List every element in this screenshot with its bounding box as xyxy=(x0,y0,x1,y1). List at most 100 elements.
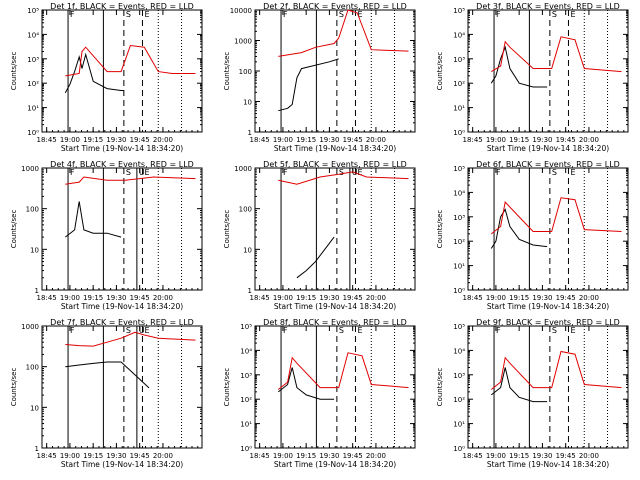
x-tick-label: 18:45 xyxy=(37,136,57,144)
marker-label-E: E xyxy=(144,168,149,177)
y-tick-label: 1 xyxy=(248,129,252,137)
x-tick-label: 19:15 xyxy=(83,136,103,144)
marker-label-F: F xyxy=(283,168,288,177)
x-axis-label: Start Time (19-Nov-14 18:34:20) xyxy=(61,302,183,311)
y-tick-label: 10² xyxy=(27,80,39,88)
series-line-events xyxy=(64,52,124,94)
x-tick-label: 20:00 xyxy=(579,136,599,144)
x-tick-label: 18:45 xyxy=(37,452,57,460)
y-tick-label: 1000 xyxy=(21,165,39,173)
y-tick-label: 10 xyxy=(30,246,39,254)
y-axis-label: Counts/sec xyxy=(436,210,444,249)
chart-panel-det7: Det 7f, BLACK = Events, RED = LLD 1 10 100 1… xyxy=(10,318,203,469)
x-tick-label: 19:15 xyxy=(509,136,529,144)
x-axis-label: Start Time (19-Nov-14 18:34:20) xyxy=(274,302,396,311)
chart-title: Det 7f, BLACK = Events, RED = LLD xyxy=(50,318,194,327)
y-tick-label: 10⁴ xyxy=(27,31,39,39)
x-tick-label: 18:45 xyxy=(463,136,483,144)
x-tick-label: 18:45 xyxy=(463,294,483,302)
x-tick-label: 20:00 xyxy=(153,136,173,144)
chart-panel-det3: Det 3f, BLACK = Events, RED = LLD 10⁰ 10¹ 1… xyxy=(436,2,629,153)
x-tick-label: 19:15 xyxy=(296,452,316,460)
y-axis-label: Counts/sec xyxy=(223,368,231,407)
x-tick-label: 20:00 xyxy=(153,294,173,302)
chart-panel-det9: Det 9f, BLACK = Events, RED = LLD 10⁰ 10¹ 1… xyxy=(436,318,629,469)
x-tick-label: 19:00 xyxy=(486,294,506,302)
marker-label-E: E xyxy=(570,10,575,19)
marker-label-U: U xyxy=(139,326,145,335)
y-tick-label: 10¹ xyxy=(453,105,465,113)
marker-label-F: F xyxy=(496,326,501,335)
y-tick-label: 10⁵ xyxy=(453,323,465,331)
y-tick-label: 10⁴ xyxy=(453,189,465,197)
x-tick-label: 19:45 xyxy=(343,294,363,302)
chart-panel-det2: Det 2f, BLACK = Events, RED = LLD 1 10 100 1… xyxy=(223,2,416,153)
series-line-events xyxy=(490,208,548,249)
y-tick-label: 10³ xyxy=(240,372,252,380)
x-tick-label: 20:00 xyxy=(366,294,386,302)
y-tick-label: 1 xyxy=(248,287,252,295)
x-tick-label: 18:45 xyxy=(463,452,483,460)
y-tick-label: 1 xyxy=(35,287,39,295)
plot-frame xyxy=(467,167,629,291)
y-tick-label: 10³ xyxy=(453,372,465,380)
x-tick-label: 19:00 xyxy=(60,136,80,144)
marker-label-F: F xyxy=(70,326,75,335)
x-tick-label: 19:15 xyxy=(509,294,529,302)
series-line-lld xyxy=(65,176,196,185)
y-tick-label: 10 xyxy=(243,246,252,254)
marker-label-F: F xyxy=(283,326,288,335)
plot-frame xyxy=(41,9,203,133)
y-tick-label: 10000 xyxy=(230,7,252,15)
x-tick-label: 19:30 xyxy=(532,294,552,302)
y-tick-label: 10⁴ xyxy=(453,31,465,39)
y-tick-label: 10¹ xyxy=(453,421,465,429)
chart-title: Det 1f, BLACK = Events, RED = LLD xyxy=(50,2,194,11)
y-tick-label: 10⁵ xyxy=(453,165,465,173)
marker-label-S: S xyxy=(552,326,557,335)
x-tick-label: 19:15 xyxy=(296,294,316,302)
y-tick-label: 10¹ xyxy=(27,105,39,113)
plot-frame xyxy=(467,325,629,449)
x-tick-label: 20:00 xyxy=(366,136,386,144)
series-line-lld xyxy=(65,331,196,347)
y-tick-label: 100 xyxy=(239,68,252,76)
x-tick-label: 19:45 xyxy=(130,136,150,144)
y-tick-label: 10 xyxy=(30,404,39,412)
marker-label-E: E xyxy=(357,326,362,335)
marker-label-E: E xyxy=(357,168,362,177)
x-tick-label: 19:45 xyxy=(556,294,576,302)
plot-frame xyxy=(254,167,416,291)
y-tick-label: 100 xyxy=(26,364,39,372)
series-line-events xyxy=(277,367,335,400)
x-tick-label: 19:30 xyxy=(319,452,339,460)
x-tick-label: 20:00 xyxy=(579,452,599,460)
y-tick-label: 10² xyxy=(453,396,465,404)
plot-frame xyxy=(41,167,203,291)
y-tick-label: 10³ xyxy=(27,56,39,64)
series-line-events xyxy=(65,361,150,389)
x-tick-label: 19:00 xyxy=(60,452,80,460)
y-tick-label: 10² xyxy=(240,396,252,404)
x-tick-label: 19:15 xyxy=(83,452,103,460)
y-tick-label: 1000 xyxy=(21,323,39,331)
chart-title: Det 8f, BLACK = Events, RED = LLD xyxy=(263,318,407,327)
x-axis-label: Start Time (19-Nov-14 18:34:20) xyxy=(61,460,183,469)
x-tick-label: 19:15 xyxy=(83,294,103,302)
y-tick-label: 10⁴ xyxy=(240,347,252,355)
x-tick-label: 19:30 xyxy=(532,452,552,460)
y-tick-label: 100 xyxy=(26,206,39,214)
marker-label-S: S xyxy=(552,10,557,19)
x-tick-label: 19:30 xyxy=(106,294,126,302)
x-tick-label: 19:15 xyxy=(509,452,529,460)
series-line-lld xyxy=(490,197,622,235)
series-line-events xyxy=(296,236,335,279)
marker-label-E: E xyxy=(144,10,149,19)
marker-label-U: U xyxy=(139,168,145,177)
chart-title: Det 2f, BLACK = Events, RED = LLD xyxy=(263,2,407,11)
y-tick-label: 10⁵ xyxy=(27,7,39,15)
x-tick-label: 20:00 xyxy=(366,452,386,460)
y-axis-label: Counts/sec xyxy=(223,210,231,249)
x-tick-label: 19:00 xyxy=(273,452,293,460)
